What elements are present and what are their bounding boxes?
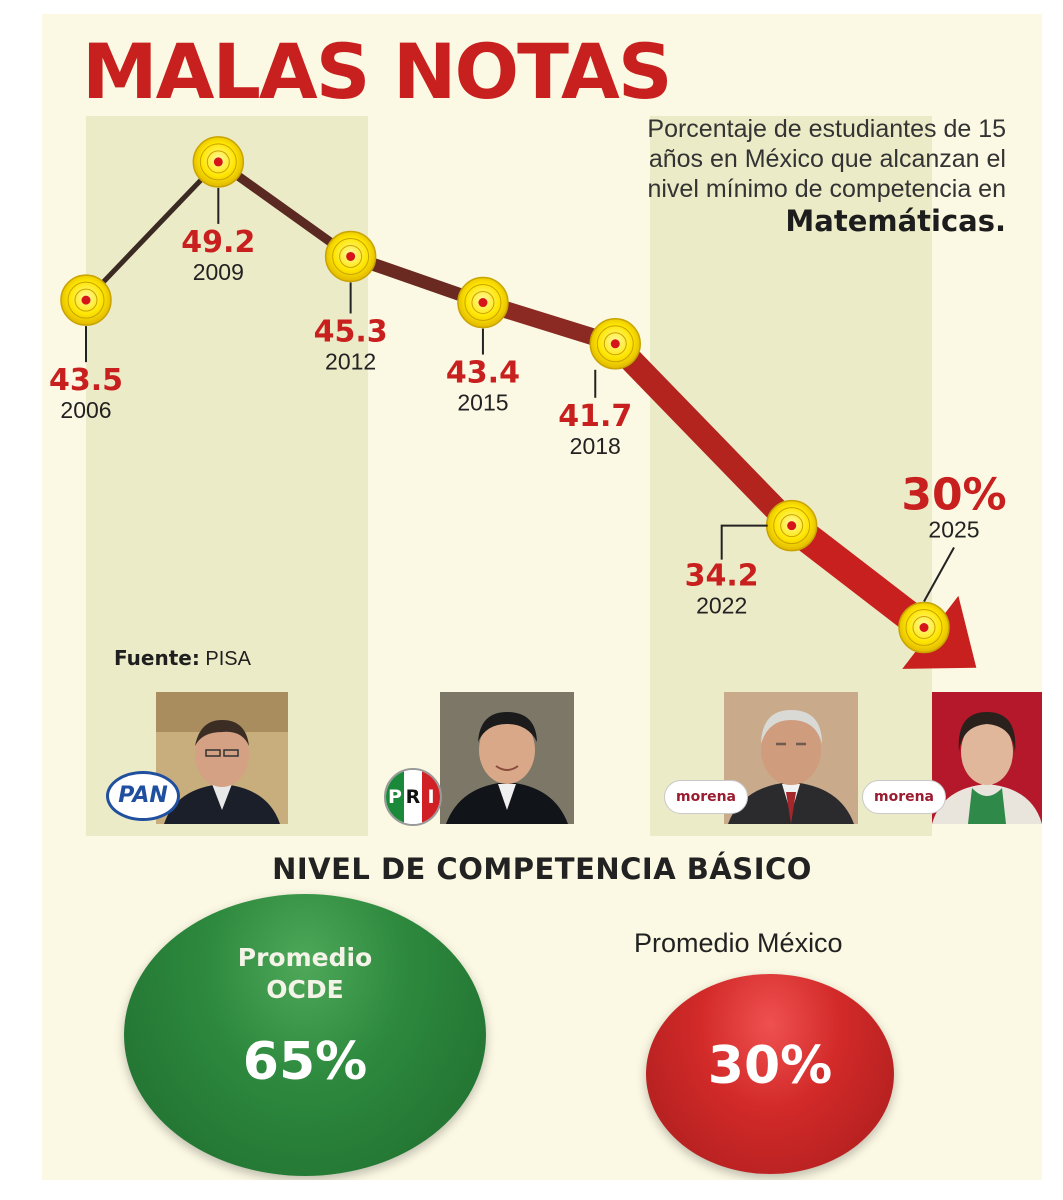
oecd-average-disc: Promedio OCDE 65%	[124, 894, 486, 1176]
pri-logo-letter-r: R	[404, 770, 422, 824]
oecd-average-value: 65%	[242, 1032, 368, 1092]
morena-logo-icon: morena	[862, 780, 946, 814]
source-label: Fuente:	[114, 646, 200, 670]
trend-segment	[603, 331, 804, 538]
year-label: 2012	[325, 348, 376, 374]
data-value-label: 34.2	[685, 559, 759, 594]
trend-segment	[776, 510, 939, 643]
year-label: 2015	[457, 390, 508, 416]
oecd-average-label: Promedio OCDE	[124, 942, 486, 1006]
data-point	[898, 601, 950, 654]
data-value-label: 30%	[901, 470, 1006, 521]
data-value-label: 43.4	[446, 356, 520, 391]
mexico-average-disc: 30%	[646, 974, 894, 1174]
data-point	[765, 499, 818, 552]
leader-line	[923, 547, 955, 602]
year-label: 2006	[60, 397, 111, 423]
data-point	[324, 230, 377, 283]
pri-logo-letter-i: I	[422, 770, 440, 824]
data-markers	[60, 136, 950, 654]
infographic: MALAS NOTAS Porcentaje de estudiantes de…	[42, 14, 1042, 1180]
portrait-photo-4	[932, 692, 1042, 824]
data-value-label: 49.2	[181, 225, 255, 260]
leader-line	[720, 524, 768, 560]
trend-segment	[213, 157, 356, 261]
data-value-label: 43.5	[49, 363, 123, 398]
year-label: 2025	[928, 517, 979, 543]
pan-logo-icon: PAN	[106, 771, 180, 821]
oecd-label-line1: Promedio	[237, 943, 373, 972]
year-label: 2009	[193, 259, 244, 285]
source-note: Fuente: PISA	[114, 646, 251, 671]
year-label: 2018	[570, 433, 621, 459]
data-point	[60, 274, 112, 326]
basic-level-title: NIVEL DE COMPETENCIA BÁSICO	[272, 852, 812, 886]
description-text: Porcentaje de estudiantes de 15 años en …	[647, 115, 1006, 203]
oecd-label-line2: OCDE	[266, 975, 344, 1004]
pri-logo-icon: P R I	[384, 768, 442, 826]
mexico-average-value: 30%	[707, 1036, 833, 1096]
chart-description: Porcentaje de estudiantes de 15 años en …	[626, 114, 1006, 236]
page-title: MALAS NOTAS	[82, 27, 673, 116]
data-point	[192, 136, 245, 188]
source-value: PISA	[205, 648, 251, 670]
data-point	[589, 318, 642, 370]
data-point	[457, 276, 509, 329]
portrait-photo-3	[724, 692, 858, 824]
data-value-label: 41.7	[558, 399, 632, 434]
year-label: 2022	[696, 593, 747, 619]
description-emphasis: Matemáticas.	[785, 204, 1006, 238]
trend-segment	[83, 159, 221, 303]
data-value-label: 45.3	[314, 314, 388, 349]
pri-logo-letter-p: P	[386, 770, 404, 824]
portrait-photo-2	[440, 692, 574, 824]
mexico-average-label: Promedio México	[634, 928, 843, 958]
morena-logo-icon: morena	[664, 780, 748, 814]
